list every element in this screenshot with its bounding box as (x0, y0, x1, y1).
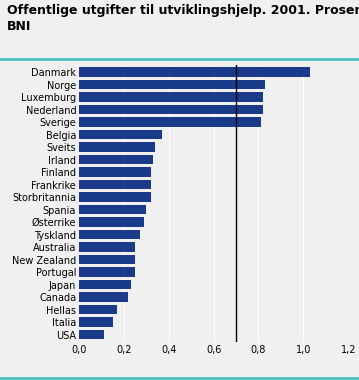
Bar (79, 117, 261, 127)
Bar (79, 317, 113, 327)
Bar (79, 292, 129, 302)
Bar (79, 130, 162, 139)
Bar (79, 192, 151, 202)
Bar (79, 242, 135, 252)
Bar (79, 180, 151, 189)
Bar (79, 155, 153, 164)
Bar (79, 80, 265, 89)
Bar (79, 92, 263, 102)
Bar (79, 217, 144, 227)
Bar (79, 305, 117, 314)
Bar (79, 280, 131, 289)
Bar (79, 205, 146, 214)
Bar (79, 255, 135, 264)
Bar (79, 330, 104, 339)
Bar (79, 105, 263, 114)
Bar (79, 67, 310, 77)
Text: Offentlige utgifter til utviklingshjelp. 2001. Prosent av
BNI: Offentlige utgifter til utviklingshjelp.… (7, 4, 359, 33)
Bar (79, 142, 155, 152)
Bar (79, 230, 140, 239)
Bar (79, 167, 151, 177)
Bar (79, 268, 135, 277)
